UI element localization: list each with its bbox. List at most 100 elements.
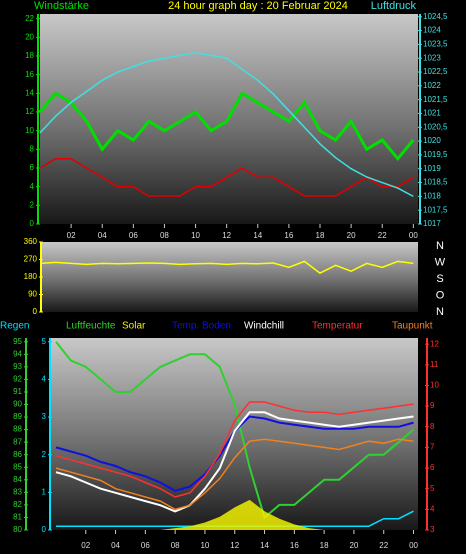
legend-label: Temperatur: [312, 321, 363, 332]
y2-tick-label: 4: [430, 504, 435, 513]
series-line: [39, 157, 414, 197]
x-tick-label: 08: [160, 231, 169, 240]
x-tick-label: 12: [230, 541, 239, 550]
y2-tick-label: 1019,5: [423, 150, 448, 159]
y-tick-label: 83: [13, 487, 22, 496]
y-tick-label: 93: [13, 362, 22, 371]
y2-tick-label: 1018: [423, 191, 441, 200]
y-tick-label: 2: [30, 200, 35, 209]
plot-area: [40, 242, 418, 312]
y-tick-label: 12: [25, 107, 34, 116]
y3-tick-label: 1: [42, 487, 47, 496]
y2-tick-label: 1024,5: [423, 12, 448, 21]
y-tick-label: 81: [13, 513, 22, 522]
x-tick-label: 20: [347, 231, 356, 240]
compass-label: O: [436, 289, 445, 301]
title: 24 hour graph day : 20 Februar 2024: [168, 0, 348, 12]
y-tick-label: 360: [24, 237, 38, 246]
y2-tick-label: 1019: [423, 164, 441, 173]
y-tick-label: 86: [13, 450, 22, 459]
y-tick-label: 14: [25, 88, 34, 97]
x-tick-label: 14: [260, 541, 269, 550]
y-tick-label: 85: [13, 462, 22, 471]
x-tick-label: 20: [349, 541, 358, 550]
x-tick-label: 04: [98, 231, 107, 240]
y2-tick-label: 8: [430, 422, 435, 431]
y2-tick-label: 1021,5: [423, 95, 448, 104]
y2-tick-label: 10: [430, 381, 439, 390]
x-tick-label: 02: [67, 231, 76, 240]
x-tick-label: 22: [378, 231, 387, 240]
series-line: [55, 411, 414, 513]
y3-tick-label: 5: [42, 337, 47, 346]
y-tick-label: 22: [25, 14, 34, 23]
y-tick-label: 87: [13, 437, 22, 446]
series-line: [39, 260, 414, 274]
x-tick-label: 16: [290, 541, 299, 550]
wind-label: Windstärke: [34, 0, 89, 12]
legend-label: Taupunkt: [392, 321, 433, 332]
y2-tick-label: 1022: [423, 81, 441, 90]
x-tick-label: 14: [253, 231, 262, 240]
legend-label: Temp. Boden: [172, 321, 231, 332]
y2-tick-label: 3: [430, 525, 435, 534]
y2-tick-label: 11: [430, 360, 439, 369]
x-tick-label: 10: [200, 541, 209, 550]
x-tick-label: 22: [379, 541, 388, 550]
y-tick-label: 90: [13, 400, 22, 409]
y2-tick-label: 7: [430, 443, 435, 452]
y3-tick-label: 3: [42, 412, 47, 421]
series-line: [38, 91, 415, 162]
legend-label: Luftfeuchte: [66, 321, 116, 332]
y-tick-label: 0: [30, 219, 35, 228]
y-tick-label: 270: [24, 255, 38, 264]
x-tick-label: 00: [409, 541, 418, 550]
legend-label: Regen: [0, 321, 29, 332]
y-tick-label: 92: [13, 375, 22, 384]
x-tick-label: 18: [320, 541, 329, 550]
y-tick-label: 16: [25, 70, 34, 79]
y2-tick-label: 1023,5: [423, 40, 448, 49]
y3-tick-label: 0: [42, 525, 47, 534]
y-tick-label: 20: [25, 32, 34, 41]
y3-tick-label: 2: [42, 450, 47, 459]
y2-tick-label: 6: [430, 463, 435, 472]
y-tick-label: 95: [13, 337, 22, 346]
y-tick-label: 91: [13, 387, 22, 396]
legend-label: Windchill: [244, 321, 284, 332]
x-tick-label: 02: [81, 541, 90, 550]
y2-tick-label: 1017,5: [423, 205, 448, 214]
legend-label: Solar: [122, 321, 146, 332]
compass-label: N: [436, 306, 444, 318]
y-tick-label: 80: [13, 525, 22, 534]
y2-tick-label: 1020: [423, 136, 441, 145]
y2-tick-label: 1022,5: [423, 67, 448, 76]
y2-tick-label: 9: [430, 401, 435, 410]
x-tick-label: 00: [409, 231, 418, 240]
y2-tick-label: 1017: [423, 219, 441, 228]
y-tick-label: 8: [30, 144, 35, 153]
y-tick-label: 6: [30, 163, 35, 172]
y3-tick-label: 4: [42, 375, 47, 384]
y-tick-label: 18: [25, 51, 34, 60]
x-tick-label: 04: [111, 541, 120, 550]
y2-tick-label: 1018,5: [423, 178, 448, 187]
x-tick-label: 08: [171, 541, 180, 550]
x-tick-label: 16: [284, 231, 293, 240]
y2-tick-label: 5: [430, 484, 435, 493]
y-tick-label: 10: [25, 126, 34, 135]
series-line: [39, 51, 414, 198]
y2-tick-label: 12: [430, 339, 439, 348]
y-tick-label: 4: [30, 182, 35, 191]
y2-tick-label: 1020,5: [423, 122, 448, 131]
compass-label: N: [436, 240, 444, 252]
x-tick-label: 06: [141, 541, 150, 550]
y-tick-label: 94: [13, 349, 22, 358]
y2-tick-label: 1021: [423, 109, 441, 118]
y-tick-label: 84: [13, 475, 22, 484]
y2-tick-label: 1024: [423, 26, 441, 35]
compass-label: S: [436, 273, 443, 285]
series-line: [55, 401, 414, 498]
compass-label: W: [435, 256, 446, 268]
